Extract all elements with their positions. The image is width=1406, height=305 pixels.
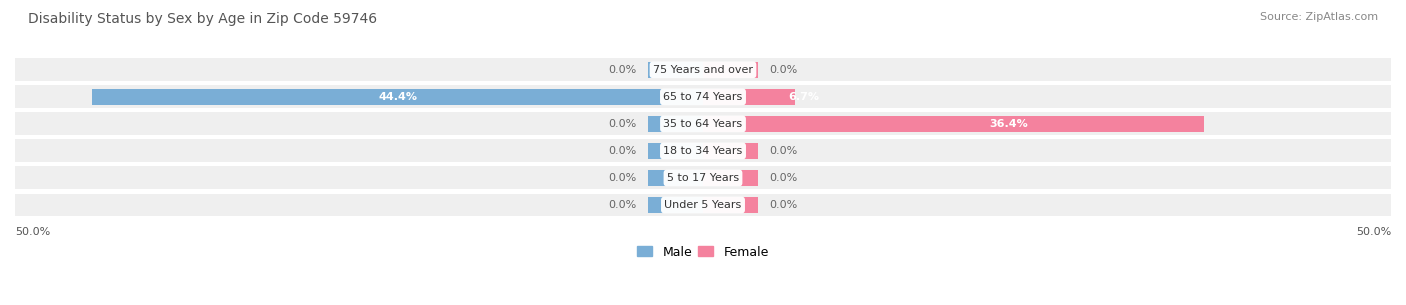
- Text: 0.0%: 0.0%: [769, 65, 797, 75]
- Bar: [15, 139, 1391, 163]
- Bar: [703, 170, 758, 186]
- Bar: [703, 62, 758, 78]
- Bar: [703, 89, 796, 105]
- Bar: [648, 170, 703, 186]
- Text: 75 Years and over: 75 Years and over: [652, 65, 754, 75]
- Text: 0.0%: 0.0%: [609, 65, 637, 75]
- Text: 0.0%: 0.0%: [769, 173, 797, 183]
- Text: 65 to 74 Years: 65 to 74 Years: [664, 92, 742, 102]
- Bar: [648, 143, 703, 159]
- Text: 36.4%: 36.4%: [988, 119, 1028, 129]
- Bar: [703, 89, 758, 105]
- Text: Under 5 Years: Under 5 Years: [665, 200, 741, 210]
- Bar: [648, 116, 703, 132]
- Text: 50.0%: 50.0%: [15, 227, 51, 237]
- Text: 0.0%: 0.0%: [609, 119, 637, 129]
- Bar: [648, 62, 703, 78]
- Bar: [703, 116, 758, 132]
- Text: 35 to 64 Years: 35 to 64 Years: [664, 119, 742, 129]
- Bar: [15, 113, 1391, 135]
- Text: 6.7%: 6.7%: [789, 92, 820, 102]
- Text: 50.0%: 50.0%: [1355, 227, 1391, 237]
- Text: Disability Status by Sex by Age in Zip Code 59746: Disability Status by Sex by Age in Zip C…: [28, 12, 377, 26]
- Text: 0.0%: 0.0%: [609, 173, 637, 183]
- Text: 18 to 34 Years: 18 to 34 Years: [664, 146, 742, 156]
- Bar: [703, 197, 758, 213]
- Bar: [703, 116, 1204, 132]
- Text: 0.0%: 0.0%: [769, 146, 797, 156]
- Legend: Male, Female: Male, Female: [633, 241, 773, 264]
- Bar: [91, 89, 703, 105]
- Bar: [15, 58, 1391, 81]
- Bar: [15, 85, 1391, 108]
- Bar: [15, 193, 1391, 217]
- Bar: [703, 143, 758, 159]
- Text: Source: ZipAtlas.com: Source: ZipAtlas.com: [1260, 12, 1378, 22]
- Bar: [648, 89, 703, 105]
- Text: 0.0%: 0.0%: [609, 146, 637, 156]
- Text: 0.0%: 0.0%: [769, 200, 797, 210]
- Text: 0.0%: 0.0%: [609, 200, 637, 210]
- Text: 5 to 17 Years: 5 to 17 Years: [666, 173, 740, 183]
- Text: 44.4%: 44.4%: [378, 92, 418, 102]
- Bar: [648, 197, 703, 213]
- Bar: [15, 167, 1391, 189]
